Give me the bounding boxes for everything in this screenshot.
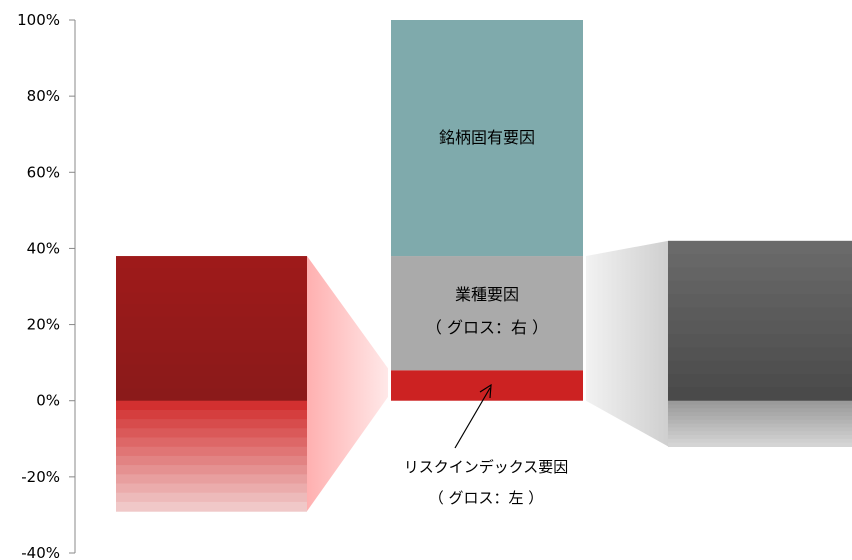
y-tick-label: -40%: [21, 544, 60, 560]
breakdown-band: [116, 419, 307, 429]
breakdown-band: [116, 376, 307, 390]
breakdown-band: [668, 334, 852, 349]
breakdown-band: [116, 364, 307, 378]
breakdown-band: [116, 492, 307, 503]
bar-segment-label: 銘柄固有要因: [439, 128, 535, 147]
y-tick-label: 100%: [17, 11, 60, 29]
breakdown-band: [668, 408, 852, 413]
breakdown-band: [116, 256, 307, 269]
annotation-line1: リスクインデックス要因: [404, 458, 569, 476]
bar-segment-label: 業種要因: [455, 285, 519, 304]
left-breakdown-column: [116, 256, 307, 512]
y-tick-label: 40%: [27, 239, 60, 257]
y-tick-label: -20%: [21, 468, 60, 486]
left-funnel-connector: [307, 256, 388, 512]
breakdown-band: [668, 240, 852, 255]
y-tick-label: 20%: [27, 316, 60, 334]
right-breakdown-column: [668, 240, 852, 447]
breakdown-band: [116, 483, 307, 494]
breakdown-band: [668, 419, 852, 425]
right-funnel-connector: [586, 240, 668, 447]
breakdown-band: [116, 352, 307, 366]
breakdown-band: [116, 316, 307, 329]
y-axis: 100% 80% 60% 40% 20% 0% -20% -40%: [17, 11, 76, 560]
breakdown-band: [668, 360, 852, 375]
breakdown-band: [668, 431, 852, 436]
breakdown-band: [668, 423, 852, 428]
breakdown-band: [668, 415, 852, 421]
breakdown-band: [116, 292, 307, 305]
breakdown-band: [668, 442, 852, 447]
bar-segment-sublabel: （ グロス：右 ）: [426, 318, 548, 337]
breakdown-band: [668, 280, 852, 295]
annotation-arrow: [454, 383, 492, 449]
breakdown-band: [116, 465, 307, 475]
breakdown-band: [668, 254, 852, 269]
breakdown-band: [116, 437, 307, 448]
breakdown-band: [668, 387, 852, 402]
bar-segment-0: [391, 370, 583, 401]
breakdown-band: [116, 268, 307, 281]
breakdown-band: [668, 434, 852, 440]
y-tick-label: 60%: [27, 163, 60, 181]
center-stacked-bar: 業種要因 （ グロス：右 ） 銘柄固有要因: [391, 20, 583, 401]
y-tick-label: 80%: [27, 87, 60, 105]
breakdown-band: [668, 374, 852, 388]
breakdown-band: [668, 427, 852, 432]
breakdown-band: [668, 267, 852, 282]
breakdown-band: [116, 304, 307, 317]
breakdown-band: [116, 388, 307, 402]
breakdown-band: [668, 400, 852, 406]
breakdown-band: [116, 400, 307, 411]
y-tick-label: 0%: [36, 392, 60, 410]
breakdown-band: [116, 409, 307, 420]
breakdown-band: [116, 340, 307, 354]
bar-segment-2: [391, 20, 583, 257]
breakdown-band: [116, 428, 307, 439]
annotation-line2: （ グロス：左 ）: [429, 489, 544, 507]
breakdown-band: [668, 438, 852, 444]
bar-segment-1: [391, 256, 583, 371]
breakdown-band: [116, 446, 307, 457]
breakdown-band: [116, 280, 307, 293]
breakdown-band: [668, 294, 852, 309]
breakdown-band: [668, 347, 852, 362]
breakdown-band: [668, 404, 852, 409]
breakdown-band: [668, 320, 852, 335]
breakdown-band: [116, 474, 307, 485]
breakdown-band: [116, 328, 307, 342]
breakdown-band: [668, 412, 852, 417]
breakdown-band: [116, 501, 307, 512]
breakdown-band: [668, 307, 852, 322]
breakdown-band: [116, 455, 307, 466]
